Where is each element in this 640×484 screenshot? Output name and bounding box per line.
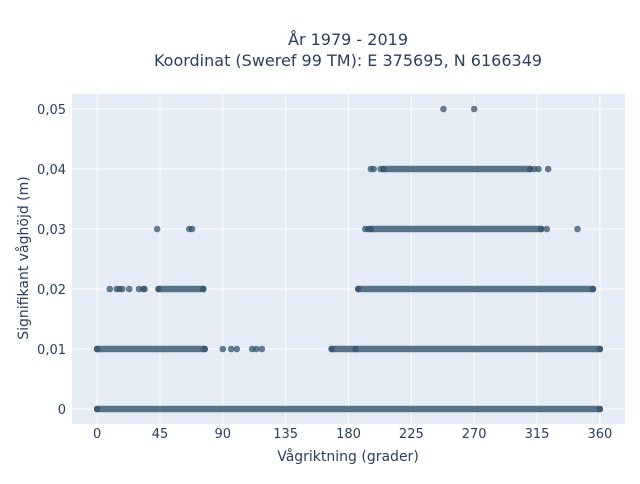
data-point <box>106 285 114 293</box>
data-point <box>364 225 372 233</box>
y-tick-label: 0,03 <box>37 223 66 238</box>
axis-ticks: 0 45 90 135 180 225 270 315 360 0 0,01 0,02 0,03 0,04… <box>37 103 612 442</box>
x-axis-title: Vågriktning (grader) <box>277 448 419 465</box>
y-tick-label: 0,05 <box>37 103 66 118</box>
data-point <box>219 345 227 353</box>
y-tick-label: 0 <box>58 403 66 418</box>
data-points <box>93 105 604 413</box>
data-point <box>118 285 126 293</box>
data-point <box>328 345 336 353</box>
x-tick-label: 225 <box>399 427 424 442</box>
data-point <box>125 285 133 293</box>
x-tick-label: 0 <box>93 427 101 442</box>
data-point <box>201 345 208 353</box>
data-point <box>227 345 235 353</box>
data-point <box>199 285 207 293</box>
data-point <box>574 225 581 233</box>
data-point <box>93 345 101 353</box>
data-point <box>253 345 260 353</box>
chart-title-line-1: År 1979 - 2019 <box>288 30 408 49</box>
x-tick-label: 90 <box>215 427 232 442</box>
data-point <box>470 105 478 113</box>
data-point <box>188 225 196 233</box>
data-point <box>544 165 552 173</box>
data-point <box>354 285 362 293</box>
x-tick-label: 315 <box>525 427 550 442</box>
data-point <box>141 285 148 293</box>
data-point <box>543 225 551 233</box>
data-point <box>589 285 597 293</box>
data-point <box>352 345 359 353</box>
y-tick-label: 0,01 <box>37 343 66 358</box>
y-tick-label: 0,04 <box>37 163 66 178</box>
data-point <box>93 405 101 413</box>
x-tick-label: 135 <box>273 427 298 442</box>
data-point <box>535 165 542 173</box>
chart-title-line-2: Koordinat (Sweref 99 TM): E 375695, N 61… <box>154 51 542 70</box>
data-point <box>233 345 241 353</box>
x-tick-label: 360 <box>587 427 612 442</box>
data-point <box>258 345 266 353</box>
data-point <box>596 405 604 413</box>
x-tick-label: 180 <box>336 427 361 442</box>
y-tick-label: 0,02 <box>37 283 66 298</box>
data-point <box>153 225 161 233</box>
data-point <box>155 285 162 293</box>
data-point <box>370 165 377 173</box>
data-point <box>537 225 545 233</box>
data-point <box>596 345 604 353</box>
x-tick-label: 45 <box>152 427 169 442</box>
data-point <box>377 165 384 173</box>
data-point <box>440 105 447 113</box>
y-axis-title: Signifikant våghöjd (m) <box>15 176 32 339</box>
x-tick-label: 270 <box>462 427 487 442</box>
